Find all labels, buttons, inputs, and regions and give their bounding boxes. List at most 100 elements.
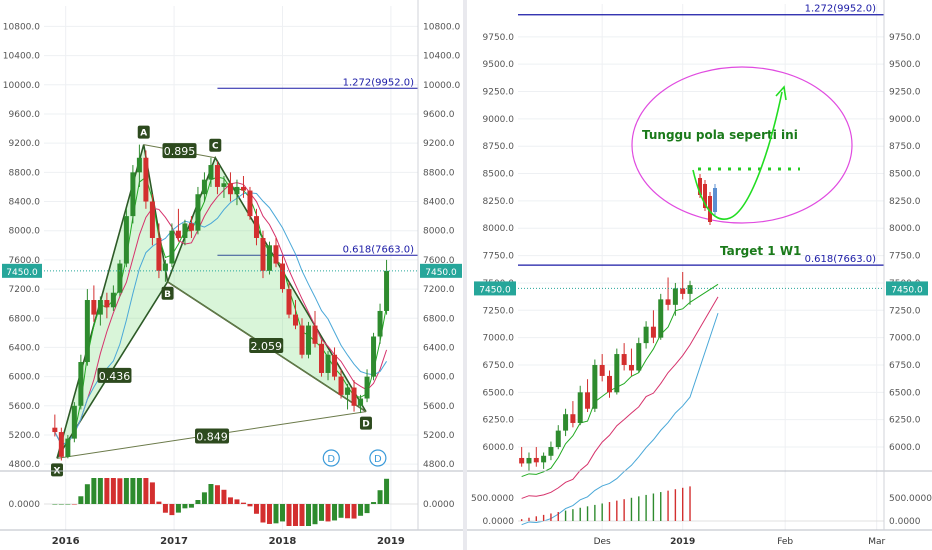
candle-body [364,376,370,399]
candle-body [377,310,383,337]
y-tick-label-right: 6250.0 [889,416,921,426]
oscillator-bar [214,485,220,504]
y-tick-label-right: 8250.0 [889,197,921,207]
panel-divider [463,0,467,550]
moving-average-line [54,176,388,446]
y-tick-label-right: 6800.0 [423,314,455,324]
moving-average-line [521,312,719,526]
y-tick-label-right: 9250.0 [889,88,921,98]
y-tick-label-left: 5200.0 [9,431,41,441]
y-tick-label-left: 10400.0 [3,52,40,62]
y-tick-label-left: 8400.0 [9,198,41,208]
candle-body [533,457,539,463]
price-tag-right [886,281,928,296]
price-tag-left-label: 7450.0 [6,268,38,278]
candle-body [286,289,292,315]
oscillator-tick-label: 0.0000 [483,517,515,527]
candle-body [175,230,181,238]
oscillator-bar [175,504,181,513]
projection-arrow-head [775,85,787,101]
candle-body [680,288,686,294]
candle-body [136,157,142,173]
pattern-point-label: C [212,142,219,152]
oscillator-tick-label: 500.0000 [471,494,514,504]
oscillator-bar [273,504,279,524]
y-tick-label-left: 6000.0 [483,443,515,453]
y-tick-label-right: 6750.0 [889,361,921,371]
candle-body [650,326,656,338]
y-tick-label-right: 9600.0 [423,110,455,120]
oscillator-tick-label: 500.0000 [889,494,932,504]
oscillator-bar [351,504,357,519]
candle-body [240,186,246,191]
candle-body [384,270,390,311]
candle-body [519,457,525,464]
pattern-point-badge [209,138,222,152]
y-tick-label-right: 5600.0 [423,402,455,412]
candle-body [306,325,312,355]
candle-body [299,325,305,355]
annotation-candle-body [708,196,712,222]
oscillator-tick-label: 0.0000 [889,517,921,527]
y-tick-label-left: 10800.0 [3,22,40,32]
price-tag-left-label: 7450.0 [479,285,511,295]
annotation-candle-body [713,188,717,212]
candle-body [227,183,233,195]
y-tick-label-right: 6400.0 [423,343,455,353]
x-tick-label: Feb [777,537,793,547]
y-tick-label-right: 6500.0 [889,388,921,398]
oscillator-bar [332,504,338,521]
candle-body [319,343,325,373]
annotation-text: Target 1 W1 [720,244,801,258]
candle-body [188,223,194,231]
candle-body [325,354,331,373]
candle-body [293,314,299,326]
oscillator-bar [384,478,390,504]
candle-body [643,326,649,344]
candle-body [143,157,149,202]
candle-body [555,430,561,448]
candle-body [351,387,357,406]
fib-level-label: 0.618(7663.0) [805,254,877,265]
oscillator-bar [240,502,246,504]
pattern-point-label: D [362,420,369,430]
y-tick-label-right: 7600.0 [423,256,455,266]
oscillator-tick-label: 0.0000 [9,500,41,510]
y-tick-label-left: 8000.0 [483,224,515,234]
candle-body [58,432,64,457]
y-tick-label-left: 6400.0 [9,343,41,353]
candle-body [636,343,642,371]
annotation-text: Tunggu pola seperti ini [642,128,798,142]
candle-body [84,300,90,363]
oscillator-bar [97,478,103,504]
y-tick-label-right: 4800.0 [423,460,455,470]
candle-body [526,457,532,464]
candle-body [541,455,547,463]
candle-body [214,165,220,187]
y-tick-label-left: 5600.0 [9,402,41,412]
oscillator-tick-label: 0.0000 [423,500,455,510]
x-tick-label: Mar [868,537,885,547]
candle-body [208,165,214,180]
candle-body [123,216,129,264]
fib-level-label: 0.618(7663.0) [343,244,415,255]
candle-body [338,376,344,395]
oscillator-bar [156,501,162,504]
x-tick-label: 2019 [377,536,405,547]
y-tick-label-right: 7750.0 [889,252,921,262]
candle-body [130,172,136,217]
candle-body [221,183,227,187]
y-tick-label-right: 8000.0 [889,224,921,234]
y-tick-label-right: 6000.0 [889,443,921,453]
pattern-point-label: A [140,129,147,139]
candle-body [253,216,259,238]
y-tick-label-left: 9500.0 [483,60,515,70]
oscillator-bar [188,504,194,508]
oscillator-bar [84,484,90,504]
moving-average-line [54,192,387,446]
price-tag-right-label: 7450.0 [891,285,923,295]
candle-body [201,179,207,195]
oscillator-bar [299,504,305,526]
candle-body [162,263,168,271]
